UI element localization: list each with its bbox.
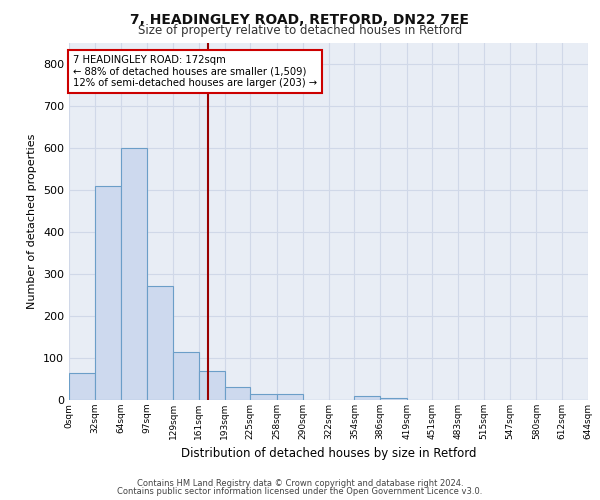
- Text: 7, HEADINGLEY ROAD, RETFORD, DN22 7EE: 7, HEADINGLEY ROAD, RETFORD, DN22 7EE: [131, 12, 470, 26]
- Bar: [147, 286, 173, 400]
- Bar: [224, 388, 250, 400]
- Text: Contains public sector information licensed under the Open Government Licence v3: Contains public sector information licen…: [118, 487, 482, 496]
- Bar: [173, 352, 199, 400]
- Bar: [250, 394, 277, 400]
- Text: 7 HEADINGLEY ROAD: 172sqm
← 88% of detached houses are smaller (1,509)
12% of se: 7 HEADINGLEY ROAD: 172sqm ← 88% of detac…: [73, 55, 317, 88]
- Y-axis label: Number of detached properties: Number of detached properties: [28, 134, 37, 309]
- Text: Size of property relative to detached houses in Retford: Size of property relative to detached ho…: [138, 24, 462, 37]
- Bar: [380, 398, 407, 400]
- Text: Contains HM Land Registry data © Crown copyright and database right 2024.: Contains HM Land Registry data © Crown c…: [137, 478, 463, 488]
- X-axis label: Distribution of detached houses by size in Retford: Distribution of detached houses by size …: [181, 448, 476, 460]
- Bar: [121, 148, 147, 400]
- Bar: [199, 370, 224, 400]
- Bar: [69, 372, 95, 400]
- Bar: [354, 396, 380, 400]
- Bar: [277, 394, 303, 400]
- Bar: [95, 186, 121, 400]
